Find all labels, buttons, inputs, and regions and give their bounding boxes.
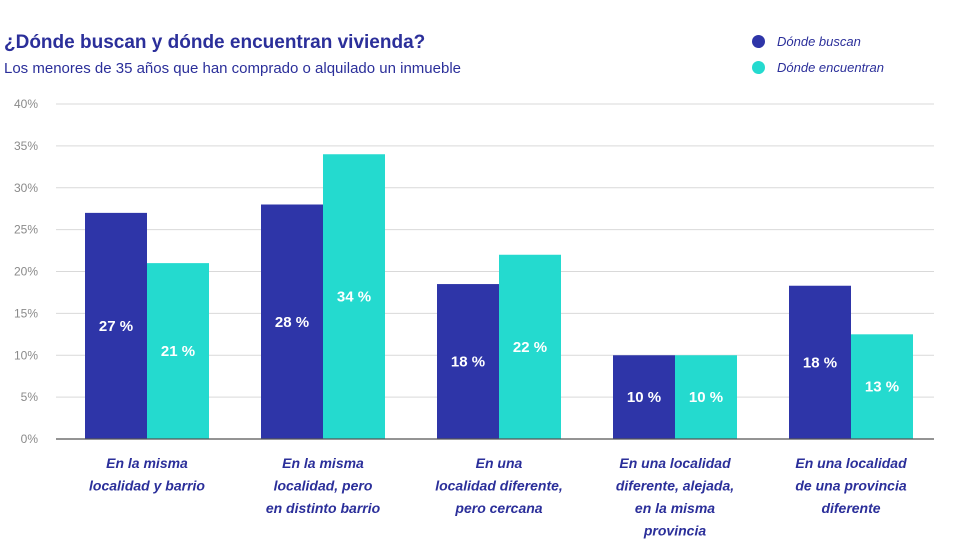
bar-value-label: 10 % <box>689 389 723 406</box>
bar <box>85 212 147 439</box>
x-category-label-line: localidad diferente, <box>435 478 563 494</box>
x-category-label: En una localidad diferente, alejada, en la… <box>616 455 734 539</box>
bar-value-label: 34 % <box>337 289 371 306</box>
x-category-label-line: En una localidad <box>619 455 731 471</box>
legend-marker-buscan <box>752 34 765 48</box>
bar-value-label: 10 % <box>627 389 661 406</box>
legend-label-buscan: Dónde buscan <box>777 33 861 49</box>
x-category-label-line: en distinto barrio <box>266 500 381 516</box>
bar-value-label: 28 % <box>275 314 309 331</box>
bar-value-label: 22 % <box>513 339 547 356</box>
x-category-label-line: diferente <box>821 500 880 516</box>
y-tick-label: 35% <box>14 139 38 153</box>
bar <box>499 254 561 439</box>
bar <box>437 284 499 439</box>
y-tick-label: 5% <box>21 390 39 404</box>
x-category-label-line: localidad, pero <box>274 478 373 494</box>
bar <box>789 285 851 439</box>
x-category-label-line: En una <box>476 455 523 471</box>
y-tick-label: 30% <box>14 181 38 195</box>
legend-label-encuentran: Dónde encuentran <box>777 59 884 75</box>
chart-subtitle: Los menores de 35 años que han comprado … <box>4 60 461 77</box>
x-category-label-line: pero cercana <box>454 500 542 516</box>
bar <box>675 355 737 439</box>
x-category-label-line: localidad y barrio <box>89 478 205 494</box>
x-category-label: En la misma localidad, pero en distinto ba… <box>266 455 381 516</box>
bar <box>261 204 323 439</box>
bar-value-label: 21 % <box>161 343 195 360</box>
y-tick-label: 10% <box>14 348 38 362</box>
legend-item-encuentran: Dónde encuentran <box>752 54 884 80</box>
y-tick-label: 25% <box>14 223 38 237</box>
bar-value-label: 18 % <box>803 354 837 371</box>
x-category-label: En una localidad de una provincia diferent… <box>795 455 907 516</box>
y-tick-label: 15% <box>14 306 38 320</box>
x-category-label: En la misma localidad y barrio <box>89 455 205 494</box>
x-category-label-line: En la misma <box>282 455 364 471</box>
y-tick-label: 40% <box>14 97 38 111</box>
legend: Dónde buscan Dónde encuentran <box>752 28 884 80</box>
bar-value-label: 27 % <box>99 318 133 335</box>
x-category-label-line: provincia <box>643 523 706 539</box>
bar-value-label: 18 % <box>451 354 485 371</box>
legend-marker-encuentran <box>752 60 765 74</box>
x-category-label-line: de una provincia <box>795 478 906 494</box>
x-category-label-line: diferente, alejada, <box>616 478 734 494</box>
y-tick-label: 0% <box>21 432 39 446</box>
x-category-label: En una localidad diferente, pero cercana <box>435 455 563 516</box>
bar-value-label: 13 % <box>865 379 899 396</box>
bar <box>851 334 913 439</box>
x-category-label-line: en la misma <box>635 500 715 516</box>
legend-item-buscan: Dónde buscan <box>752 28 884 54</box>
x-category-label-line: En una localidad <box>795 455 907 471</box>
x-category-label-line: En la misma <box>106 455 188 471</box>
bar <box>147 263 209 439</box>
y-tick-label: 20% <box>14 265 38 279</box>
bar <box>323 154 385 439</box>
chart-title: ¿Dónde buscan y dónde encuentran viviend… <box>4 32 426 53</box>
bar <box>613 355 675 439</box>
